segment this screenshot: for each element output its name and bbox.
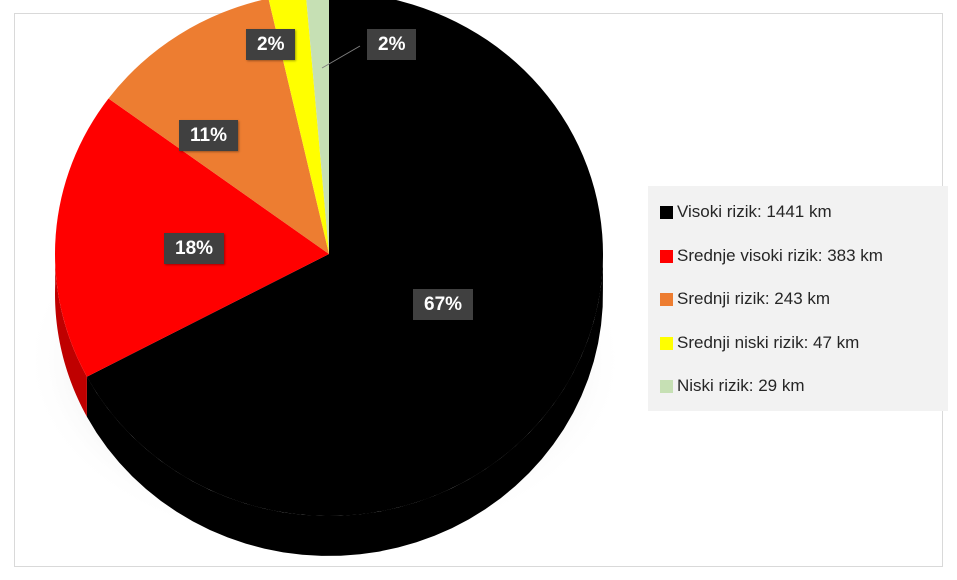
legend-swatch <box>660 379 673 393</box>
pie-slice <box>268 0 329 254</box>
pie-slice-side <box>55 244 87 417</box>
pie-slice <box>86 0 603 516</box>
pie-slice <box>306 0 329 254</box>
legend-item: Niski rizik: 29 km <box>660 374 805 398</box>
data-label: 2% <box>246 29 296 60</box>
legend-label: Niski rizik: 29 km <box>677 376 805 395</box>
data-label: 18% <box>164 233 225 264</box>
data-label: 11% <box>179 120 238 151</box>
data-label: 2% <box>367 29 417 60</box>
legend-swatch <box>660 205 673 219</box>
legend-item: Srednje visoki rizik: 383 km <box>660 244 883 268</box>
legend-label: Srednje visoki rizik: 383 km <box>677 246 883 265</box>
legend-item: Srednji niski rizik: 47 km <box>660 331 859 355</box>
data-label: 67% <box>413 289 474 320</box>
legend: Visoki rizik: 1441 km Srednje visoki riz… <box>648 186 948 411</box>
legend-swatch <box>660 336 673 350</box>
legend-label: Srednji niski rizik: 47 km <box>677 333 860 352</box>
legend-swatch <box>660 249 673 263</box>
legend-item: Visoki rizik: 1441 km <box>660 200 832 224</box>
pie-slice-side <box>86 248 603 556</box>
legend-swatch <box>660 292 673 306</box>
legend-label: Srednji rizik: 243 km <box>677 289 831 308</box>
legend-item: Srednji rizik: 243 km <box>660 287 830 311</box>
leader-line <box>321 45 361 69</box>
legend-label: Visoki rizik: 1441 km <box>677 202 832 221</box>
